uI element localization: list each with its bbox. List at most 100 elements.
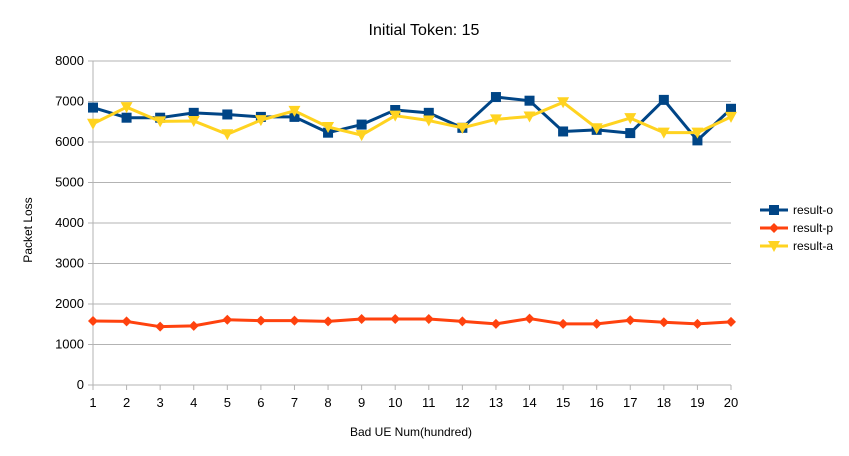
x-tick-label: 4: [190, 395, 197, 410]
x-tick-label: 1: [89, 395, 96, 410]
legend-swatch-marker: [768, 241, 780, 252]
data-point-result-p: [490, 318, 501, 329]
data-point-result-o: [222, 109, 233, 120]
x-tick-labels: 1 2 3 4 5 6 7 8 9 10 11 12 13 14 15 16 17 18 19 20: [89, 395, 738, 410]
data-point-result-p: [457, 316, 468, 327]
data-point-result-p: [591, 318, 602, 329]
data-point-result-p: [222, 314, 233, 325]
data-point-result-p: [423, 313, 434, 324]
x-tick-label: 14: [522, 395, 536, 410]
legend-item-result-p: result-p: [760, 221, 833, 235]
y-tick-label: 4000: [55, 215, 84, 230]
series-group: [87, 92, 737, 332]
data-point-result-a: [322, 122, 335, 134]
x-tick-label: 9: [358, 395, 365, 410]
axes: [88, 60, 732, 390]
data-point-result-o: [289, 111, 300, 122]
x-tick-label: 17: [623, 395, 637, 410]
data-point-result-a: [657, 127, 670, 139]
data-point-result-p: [323, 316, 334, 327]
data-point-result-a: [422, 115, 435, 127]
y-tick-label: 7000: [55, 94, 84, 109]
chart-title: Initial Token: 15: [369, 22, 480, 39]
data-point-result-a: [489, 114, 502, 126]
series-line-result-a: [92, 100, 732, 137]
data-point-result-o: [356, 119, 367, 130]
series-result-p: [88, 313, 736, 332]
y-axis-label: Packet Loss: [21, 197, 35, 262]
x-tick-label: 12: [455, 395, 469, 410]
data-point-result-a: [523, 111, 536, 123]
data-point-result-o: [423, 107, 434, 118]
legend-label: result-o: [793, 203, 833, 217]
data-point-result-o: [658, 94, 669, 105]
x-tick-label: 8: [324, 395, 331, 410]
x-tick-label: 13: [489, 395, 503, 410]
y-tick-label: 3000: [55, 256, 84, 271]
data-point-result-o: [524, 95, 535, 106]
data-point-result-o: [490, 92, 501, 103]
data-point-result-o: [726, 103, 736, 114]
data-point-result-a: [624, 113, 637, 125]
data-point-result-a: [154, 116, 167, 128]
data-point-result-p: [692, 318, 703, 329]
legend-label: result-a: [793, 239, 833, 253]
x-tick-label: 11: [422, 395, 436, 410]
data-point-result-p: [188, 320, 199, 331]
y-tick-label: 8000: [55, 53, 84, 68]
data-point-result-a: [87, 118, 99, 130]
data-point-result-a: [691, 127, 704, 139]
data-point-result-p: [121, 316, 132, 327]
data-point-result-p: [255, 315, 266, 326]
data-point-result-o: [625, 128, 636, 139]
legend-item-result-o: result-o: [760, 203, 833, 217]
y-tick-label: 1000: [55, 337, 84, 352]
data-point-result-o: [390, 105, 401, 116]
data-point-result-a: [725, 111, 737, 123]
data-point-result-a: [557, 97, 570, 109]
legend-label: result-p: [793, 221, 833, 235]
y-tick-label: 5000: [55, 175, 84, 190]
x-tick-label: 20: [724, 395, 738, 410]
data-point-result-o: [692, 135, 703, 146]
data-point-result-o: [88, 102, 98, 113]
series-result-a: [87, 97, 737, 142]
series-line-result-p: [92, 317, 732, 329]
x-tick-label: 7: [291, 395, 298, 410]
x-tick-label: 3: [157, 395, 164, 410]
data-point-result-o: [558, 126, 569, 137]
data-point-result-o: [188, 107, 199, 118]
legend: result-o result-p result-a: [760, 203, 833, 253]
x-tick-label: 16: [589, 395, 603, 410]
data-point-result-p: [88, 316, 98, 327]
data-point-result-a: [120, 102, 133, 114]
x-tick-label: 2: [123, 395, 130, 410]
y-tick-label: 6000: [55, 134, 84, 149]
data-point-result-p: [155, 321, 166, 332]
legend-swatch-marker: [769, 223, 779, 233]
x-tick-label: 15: [556, 395, 570, 410]
data-point-result-a: [254, 115, 267, 127]
data-point-result-o: [121, 112, 132, 123]
data-point-result-p: [390, 313, 401, 324]
data-point-result-a: [456, 122, 469, 134]
data-point-result-p: [625, 315, 636, 326]
data-point-result-a: [389, 110, 402, 122]
data-point-result-p: [524, 313, 535, 324]
gridlines: [93, 60, 731, 386]
x-tick-label: 6: [257, 395, 264, 410]
x-tick-label: 5: [224, 395, 231, 410]
data-point-result-p: [726, 316, 736, 327]
x-axis-label: Bad UE Num(hundred): [350, 425, 472, 439]
y-tick-label: 2000: [55, 296, 84, 311]
data-point-result-p: [658, 317, 669, 328]
data-point-result-p: [558, 318, 569, 329]
data-point-result-p: [289, 315, 300, 326]
data-point-result-p: [356, 313, 367, 324]
data-point-result-a: [221, 129, 234, 141]
data-point-result-a: [590, 123, 603, 135]
x-tick-label: 18: [657, 395, 671, 410]
legend-item-result-a: result-a: [760, 239, 833, 253]
data-point-result-a: [288, 105, 301, 117]
